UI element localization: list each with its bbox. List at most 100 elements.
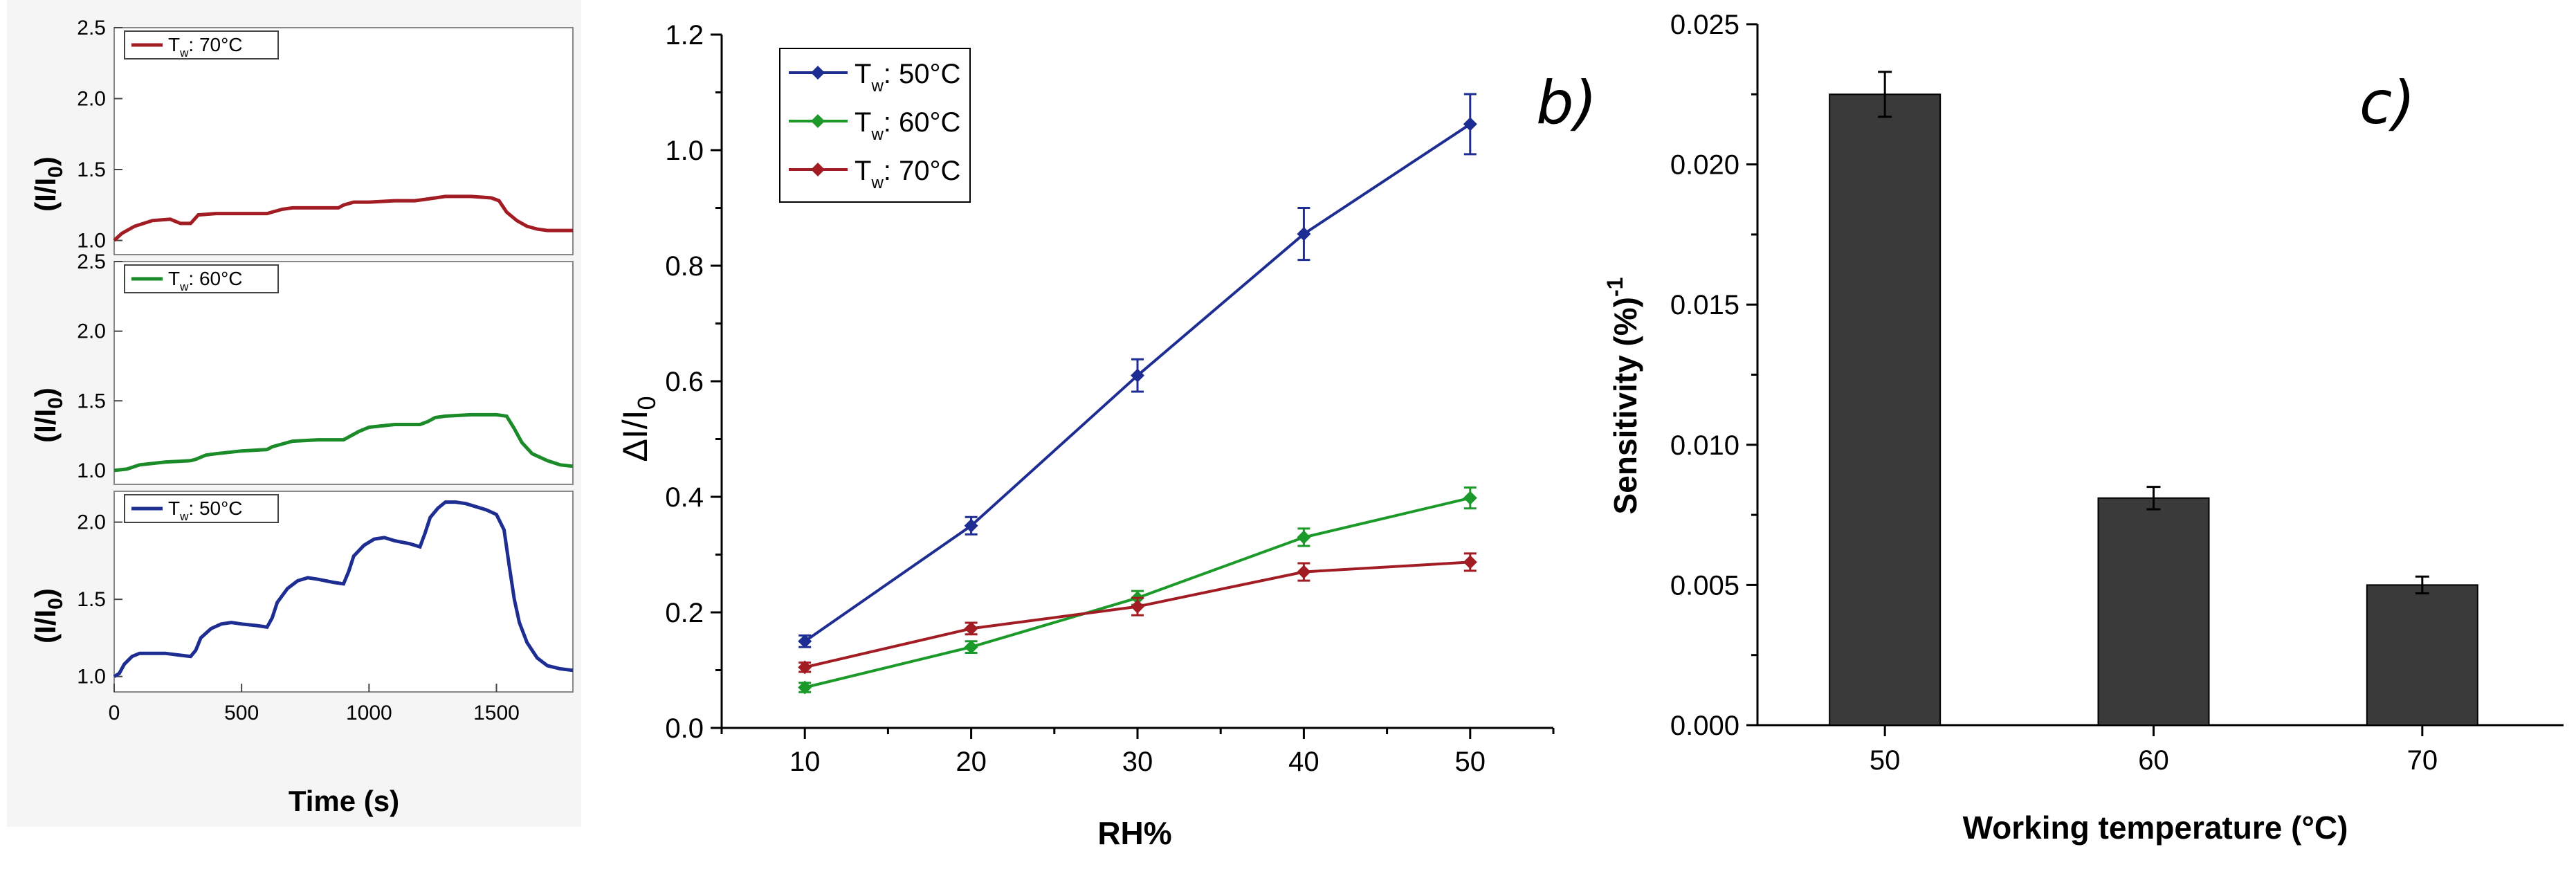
x-axis-label: Working temperature (°C) (1963, 810, 2348, 846)
legend-t: T (855, 59, 871, 89)
y-tick-labels: 1.0 1.5 2.0 2.5 (77, 17, 106, 253)
legend-label: Tw: 60°C (855, 107, 960, 144)
y-tick-label: 0.025 (1670, 10, 1739, 40)
legend-marker (811, 114, 825, 128)
subplot-frame (113, 491, 574, 693)
x-tick-label: 20 (956, 747, 987, 777)
panel-b: b) 0.00.20.40.60.81.01.2 10 20 30 40 50 Tw: … (616, 20, 1597, 851)
legend-label: Tw: 60°C (168, 268, 243, 293)
legend-t: T (168, 498, 180, 519)
data-point (798, 634, 812, 648)
data-point (1297, 530, 1311, 545)
legend-subscript: w (870, 174, 884, 192)
series-line-50c (113, 500, 574, 678)
panel-a-subplot-70c: 1.0 1.5 2.0 2.5 Tw: 70°C (I/I0) (29, 17, 574, 255)
legend-subscript: w (870, 125, 884, 144)
y-tick-label: 1.5 (77, 158, 106, 181)
legend-rest: : 60°C (188, 268, 242, 289)
y-axis-label: (I/I0) (29, 588, 67, 644)
y-tick-labels: 1.0 1.5 2.0 2.5 (77, 250, 106, 482)
panel-c-x-tick-labels: 50 60 70 (1870, 745, 2438, 776)
y-tick-label: 2.5 (77, 17, 106, 39)
data-point (1297, 227, 1311, 241)
legend-label: Tw: 50°C (855, 59, 960, 95)
series-2 (798, 552, 1477, 675)
y-tick-label: 0.005 (1670, 570, 1739, 601)
legend: Tw: 60°C (124, 264, 279, 293)
legend-rest: : 50°C (884, 59, 961, 89)
x-tick-label: 50 (1455, 747, 1486, 777)
data-point (1131, 599, 1144, 614)
panel-c-y-tick-labels: 0.000 0.005 0.010 0.015 0.020 0.025 (1670, 10, 1739, 741)
panel-a: a) 1.01.52.02.5 Tw: 70°C (I/I0) 1.01.52.… (7, 0, 581, 827)
y-tick-label: 0.015 (1670, 290, 1739, 320)
legend-rest: : 70°C (188, 34, 242, 55)
subplot-frame (113, 27, 574, 255)
y-tick-label: 0.4 (665, 482, 704, 513)
y-tick-label: 1.0 (77, 459, 106, 482)
y-axis-label: (I/I0) (29, 387, 67, 443)
x-tick-label: 10 (789, 747, 821, 777)
panel-c: c) 0.000 0.005 0.010 0.015 0.020 0.025 50 60 70… (1602, 10, 2564, 846)
x-tick-label: 50 (1870, 745, 1901, 776)
y-tick-label: 0.020 (1670, 150, 1739, 181)
panel-a-subplot-60c: 1.0 1.5 2.0 2.5 Tw: 60°C (I/I0) (29, 250, 574, 485)
series-line-70c (113, 194, 573, 242)
panel-b-axes (711, 33, 1555, 739)
legend-box (124, 494, 279, 523)
x-axis-label: RH% (1097, 815, 1171, 851)
legend-marker (811, 66, 825, 80)
y-tick-label: 0.6 (665, 367, 704, 397)
x-tick-label: 40 (1288, 747, 1319, 777)
y-tick-label: 1.5 (77, 588, 106, 611)
bar (2097, 497, 2210, 727)
series-line-60c (113, 412, 574, 473)
legend-subscript: w (870, 77, 884, 95)
y-tick-label: 1.0 (77, 230, 106, 253)
x-tick-label: 70 (2407, 745, 2438, 776)
legend-t: T (855, 156, 871, 186)
data-point (1463, 117, 1477, 131)
y-axis-label: Sensitivity (%)-1 (1602, 277, 1643, 515)
y-tick-label: 0.000 (1670, 711, 1739, 741)
y-tick-label: 0.8 (665, 251, 704, 282)
x-axis-label: Time (s) (289, 785, 399, 817)
y-tick-label: 0.2 (665, 598, 704, 628)
legend-label: Tw: 70°C (168, 34, 243, 60)
legend: Tw: 50°C (124, 494, 279, 523)
legend-rest: : 70°C (884, 156, 961, 186)
legend-subscript: w (179, 510, 189, 523)
panel-c-bars (1829, 71, 2478, 727)
legend-rest: : 50°C (188, 498, 242, 519)
y-tick-label: 1.5 (77, 390, 106, 412)
legend-subscript: w (179, 46, 189, 60)
legend-t: T (168, 268, 180, 289)
legend: Tw: 70°C (124, 30, 279, 60)
panel-b-series (798, 93, 1477, 695)
y-tick-label: 2.0 (77, 511, 106, 534)
y-tick-label: 0.010 (1670, 430, 1739, 461)
x-tick-label: 30 (1122, 747, 1153, 777)
y-tick-label: 2.5 (77, 250, 106, 273)
legend-label: Tw: 70°C (855, 156, 960, 192)
y-tick-label: 0.0 (665, 713, 704, 744)
y-tick-labels: 1.0 1.5 2.0 (77, 511, 106, 688)
bar (2366, 584, 2478, 727)
data-point (964, 621, 978, 636)
panel-b-legend: Tw: 50°CTw: 60°CTw: 70°C (779, 48, 971, 203)
y-tick-label: 1.0 (665, 136, 704, 166)
data-point (798, 680, 812, 695)
y-tick-label: 1.0 (77, 666, 106, 688)
legend-t: T (168, 34, 180, 55)
y-tick-label: 2.0 (77, 88, 106, 111)
legend-rest: : 60°C (884, 107, 961, 138)
data-point (1131, 368, 1144, 383)
series-0 (798, 93, 1477, 648)
panel-a-subplot-50c: 1.0 1.5 2.0 Tw: 50°C 0 500 1000 1500 (I/I0) T… (29, 491, 574, 817)
x-tick-label: 60 (2138, 745, 2169, 776)
y-axis-label: (I/I0) (29, 156, 67, 212)
legend-marker (811, 163, 825, 176)
panel-c-letter: c) (2359, 69, 2415, 138)
bar (1829, 93, 1942, 727)
data-point (964, 518, 978, 533)
